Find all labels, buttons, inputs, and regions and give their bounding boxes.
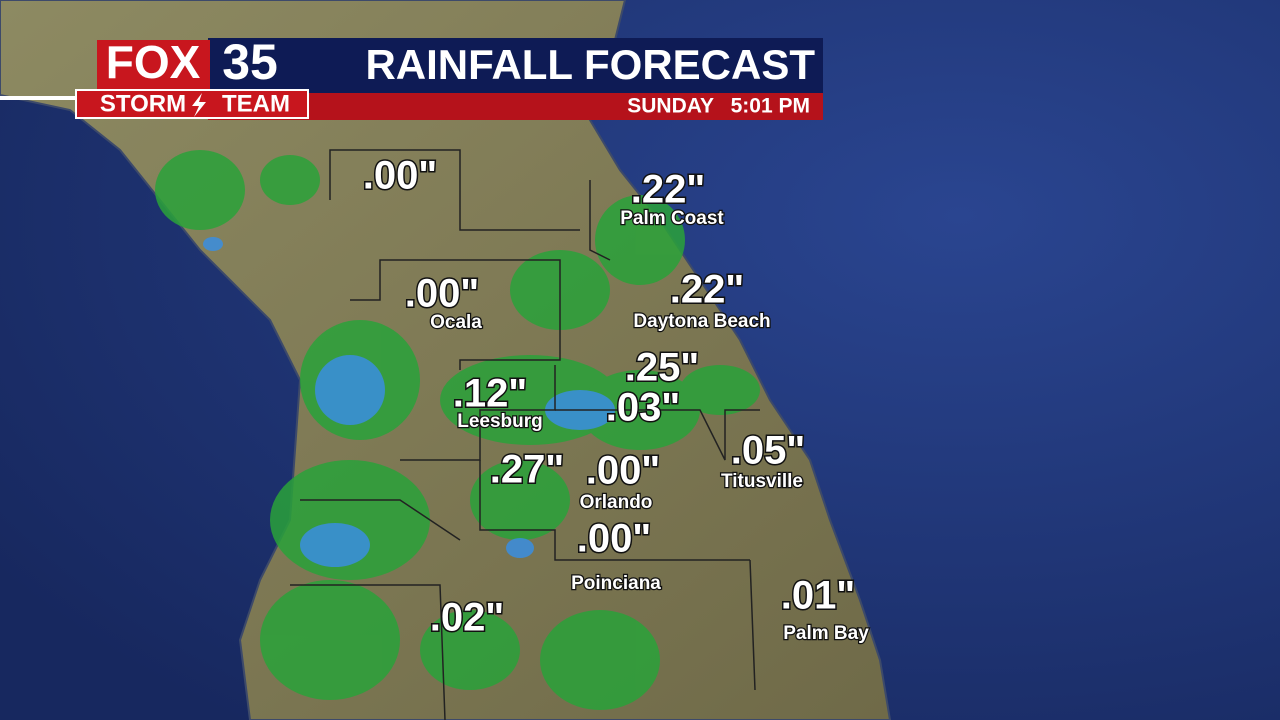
header: FOX 35 STORM TEAM RAINFALL FORECAST SUND… xyxy=(75,34,823,120)
heavy-rain xyxy=(203,237,615,567)
rain-amount: .25" xyxy=(625,346,700,390)
title: RAINFALL FORECAST xyxy=(365,41,815,88)
time-bar xyxy=(208,93,823,120)
logo-network: FOX xyxy=(106,36,201,88)
logo-box xyxy=(97,40,210,90)
rain-amount: .00" xyxy=(363,154,438,198)
rain-amount: .01" xyxy=(781,574,856,618)
team-left: STORM xyxy=(100,90,186,117)
logo-channel: 35 xyxy=(222,34,278,90)
rain-amount: .12" xyxy=(453,372,528,416)
header-line xyxy=(0,96,76,100)
rain-areas xyxy=(155,150,760,710)
day: SUNDAY xyxy=(627,95,714,118)
rain-amount: .00" xyxy=(577,517,652,561)
city-name: Palm Coast xyxy=(620,208,724,229)
city-name: Orlando xyxy=(580,492,653,513)
team-box xyxy=(75,89,309,119)
rain-amount: .00" xyxy=(586,449,661,493)
time: 5:01 PM xyxy=(731,95,810,118)
team-right: TEAM xyxy=(222,90,290,117)
rain-amount: .03" xyxy=(606,386,681,430)
city-name: Ocala xyxy=(430,312,482,333)
city-name: Leesburg xyxy=(457,411,543,432)
rain-amount: .22" xyxy=(631,168,706,212)
rain-amount: .22" xyxy=(670,268,745,312)
city-name: Titusville xyxy=(721,471,803,492)
city-name: Daytona Beach xyxy=(633,311,770,332)
bolt-icon xyxy=(192,93,206,117)
city-name: Palm Bay xyxy=(783,623,869,644)
county-lines xyxy=(290,149,760,720)
rain-amount: .00" xyxy=(405,272,480,316)
rain-amount: .02" xyxy=(430,596,505,640)
rain-amount: .05" xyxy=(731,429,806,473)
city-name: Poinciana xyxy=(571,573,661,594)
rain-amount: .27" xyxy=(490,448,565,492)
title-bar xyxy=(208,38,823,93)
